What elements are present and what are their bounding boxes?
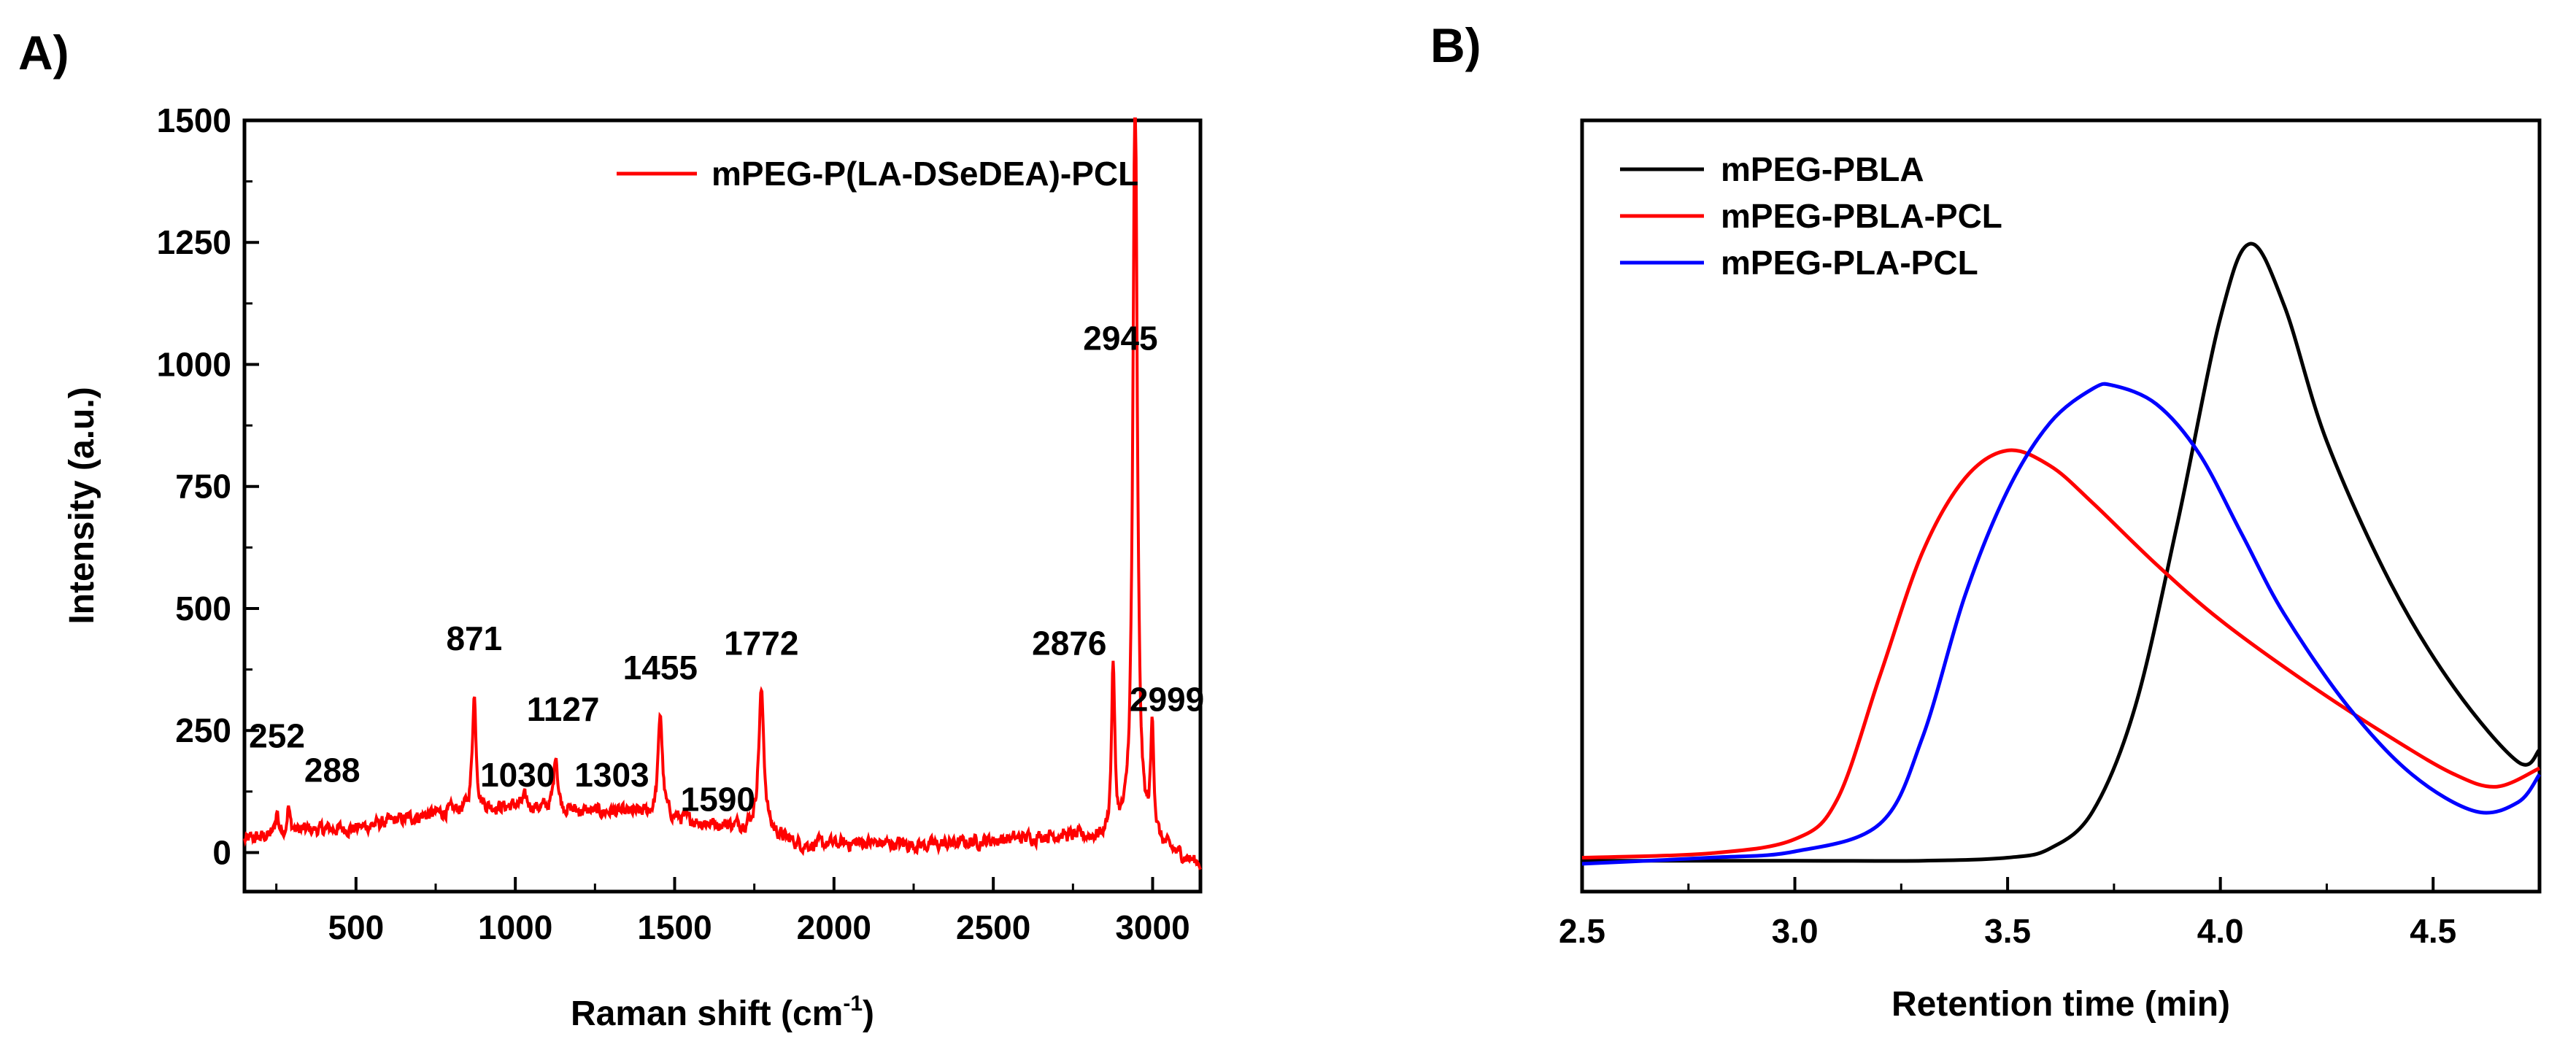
peak-label-1127: 1127: [527, 690, 600, 728]
x-axis-title-a-main: Raman shift (cm: [571, 994, 843, 1033]
plot-frame-a: [242, 118, 1203, 894]
series-line-mpeg-pbla-pcl: [1581, 448, 2541, 859]
x-tick-label-b: 4.0: [2197, 912, 2244, 950]
x-tick-label-a: 2000: [797, 908, 871, 946]
x-axis-title-a-sup: -1: [843, 992, 863, 1016]
peak-label-871: 871: [446, 619, 502, 657]
y-tick-label-a: 1000: [157, 345, 231, 383]
x-tick-label-b: 3.0: [1772, 912, 1819, 950]
legend-label-mpeg-pbla: mPEG-PBLA: [1721, 150, 1924, 188]
x-axis-title-a-suffix: ): [863, 994, 874, 1033]
y-tick-label-a: 250: [175, 711, 231, 749]
y-tick-label-a: 0: [212, 833, 231, 871]
peak-label-1030: 1030: [480, 756, 555, 794]
peak-label-1590: 1590: [681, 781, 755, 819]
x-tick-label-a: 2500: [956, 908, 1030, 946]
x-tick-label-a: 1000: [478, 908, 552, 946]
legend-a: mPEG-P(LA-DSeDEA)-PCL: [617, 155, 1138, 193]
series-line-mpeg-pla-pcl: [1581, 382, 2542, 866]
peak-label-252: 252: [249, 717, 305, 755]
peak-label-1772: 1772: [724, 625, 798, 662]
y-axis-title-a: Intensity (a.u.): [63, 387, 101, 624]
series-line-mpeg-p-la-dsedea-pcl: [243, 117, 1202, 870]
x-tick-label-a: 3000: [1115, 908, 1189, 946]
panel-label-b: B): [1430, 18, 1481, 72]
series-line-mpeg-pbla: [1582, 242, 2541, 863]
x-tick-label-b: 3.5: [1984, 912, 2031, 950]
panel-label-a: A): [18, 26, 69, 80]
x-tick-label-a: 1500: [637, 908, 712, 946]
y-tick-label-a: 1500: [157, 101, 231, 139]
peak-label-1455: 1455: [623, 649, 698, 687]
y-tick-label-a: 1250: [157, 223, 231, 261]
peak-label-1303: 1303: [574, 756, 649, 794]
retention-chart: 2.5 3.0 3.5 4.0 4.5 mPEG-PBLAmPEG-PBLA-PCLmP…: [1559, 118, 2542, 1024]
raman-chart: 500 1000 1500 2000 2500 3000 0 250 500 750 1000 125…: [63, 101, 1204, 1033]
peak-label-288: 288: [304, 752, 360, 789]
x-axis-title-a: Raman shift (cm-1): [571, 992, 874, 1033]
legend-label-a-0: mPEG-P(LA-DSeDEA)-PCL: [712, 155, 1138, 193]
x-tick-label-b: 4.5: [2410, 912, 2456, 950]
peak-label-2876: 2876: [1032, 625, 1106, 662]
y-tick-label-a: 500: [175, 590, 231, 627]
y-tick-label-a: 750: [175, 468, 231, 506]
legend-label-mpeg-pbla-pcl: mPEG-PBLA-PCL: [1721, 197, 2002, 235]
x-tick-label-a: 500: [328, 908, 384, 946]
peak-label-2999: 2999: [1130, 681, 1204, 719]
plot-frame-b: [1580, 118, 2542, 894]
legend-label-mpeg-pla-pcl: mPEG-PLA-PCL: [1721, 244, 1978, 282]
x-tick-label-b: 2.5: [1559, 912, 1605, 950]
x-axis-title-b: Retention time (min): [1891, 985, 2230, 1024]
legend-b: mPEG-PBLA mPEG-PBLA-PCL mPEG-PLA-PCL: [1620, 150, 2002, 282]
peak-label-2945: 2945: [1083, 319, 1157, 357]
